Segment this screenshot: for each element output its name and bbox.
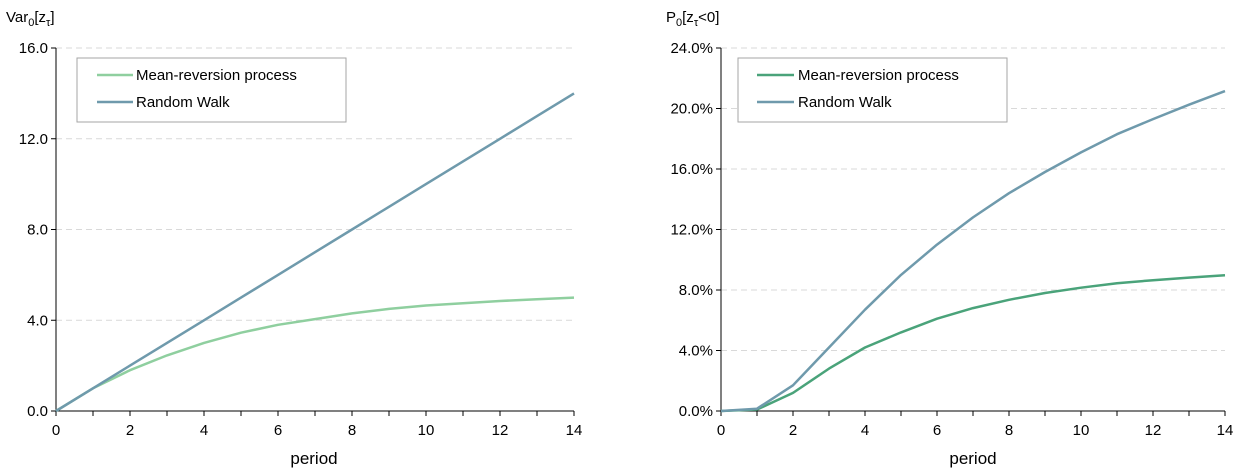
y-tick-label: 20.0%	[670, 101, 713, 118]
legend-label-random-walk: Random Walk	[798, 94, 892, 111]
legend: Mean-reversion process Random Walk	[737, 57, 1008, 123]
x-tick-label: 8	[348, 422, 356, 439]
x-tick-label: 6	[933, 422, 941, 439]
y-tick-label: 16.0%	[670, 161, 713, 178]
legend-label-mean-reversion: Mean-reversion process	[136, 67, 297, 84]
y-tick-label: 0.0	[27, 403, 48, 420]
x-tick-label: 14	[1217, 422, 1234, 439]
legend-box	[737, 57, 1008, 123]
y-tick-label: 12.0	[19, 131, 48, 148]
series-lines	[720, 89, 1226, 413]
x-axis-label: period	[290, 449, 337, 468]
x-tick-label: 2	[789, 422, 797, 439]
y-tick-label: 8.0%	[679, 282, 713, 299]
legend-box	[76, 57, 347, 123]
y-tick-label: 24.0%	[670, 40, 713, 57]
series-line-mean-reversion-process	[55, 296, 575, 413]
y-ticks: 0.0 4.0 8.0 12.0 16.0	[19, 40, 56, 420]
x-tick-label: 14	[566, 422, 583, 439]
y-tick-label: 16.0	[19, 40, 48, 57]
gridlines	[56, 47, 574, 321]
y-tick-label: 12.0%	[670, 222, 713, 239]
x-tick-label: 0	[717, 422, 725, 439]
probability-chart: P0[zτ<0] 0.0% 4.0% 8.0% 12.0% 16.0% 20.0% 24.0…	[666, 9, 1233, 468]
x-tick-label: 12	[492, 422, 509, 439]
legend-label-random-walk: Random Walk	[136, 94, 230, 111]
x-tick-label: 4	[200, 422, 208, 439]
series-line-mean-reversion-process	[720, 273, 1226, 413]
x-tick-label: 10	[418, 422, 435, 439]
legend-label-mean-reversion: Mean-reversion process	[798, 67, 959, 84]
variance-chart: Var0[zτ] 0.0 4.0 8.0 12.0 16.0 0 2 4 6 8 10 12 14 p…	[6, 9, 582, 468]
legend: Mean-reversion process Random Walk	[76, 57, 347, 123]
x-axis-label: period	[949, 449, 996, 468]
x-ticks: 0 2 4 6 8 10 12 14	[52, 411, 583, 439]
y-tick-label: 0.0%	[679, 403, 713, 420]
y-tick-label: 4.0%	[679, 343, 713, 360]
y-tick-label: 8.0	[27, 222, 48, 239]
x-tick-label: 0	[52, 422, 60, 439]
y-ticks: 0.0% 4.0% 8.0% 12.0% 16.0% 20.0% 24.0%	[670, 40, 721, 420]
x-tick-label: 12	[1145, 422, 1162, 439]
y-axis-label: P0[zτ<0]	[666, 9, 719, 29]
x-tick-label: 10	[1073, 422, 1090, 439]
y-tick-label: 4.0	[27, 312, 48, 329]
series-lines	[55, 92, 575, 413]
gridlines	[721, 47, 1225, 351]
x-tick-label: 4	[861, 422, 869, 439]
x-ticks: 0 2 4 6 8 10 12 14	[717, 411, 1234, 439]
y-axis-label: Var0[zτ]	[6, 9, 55, 29]
x-tick-label: 6	[274, 422, 282, 439]
x-tick-label: 8	[1005, 422, 1013, 439]
x-tick-label: 2	[126, 422, 134, 439]
series-line-random-walk	[55, 92, 575, 413]
series-line-random-walk	[720, 89, 1226, 413]
